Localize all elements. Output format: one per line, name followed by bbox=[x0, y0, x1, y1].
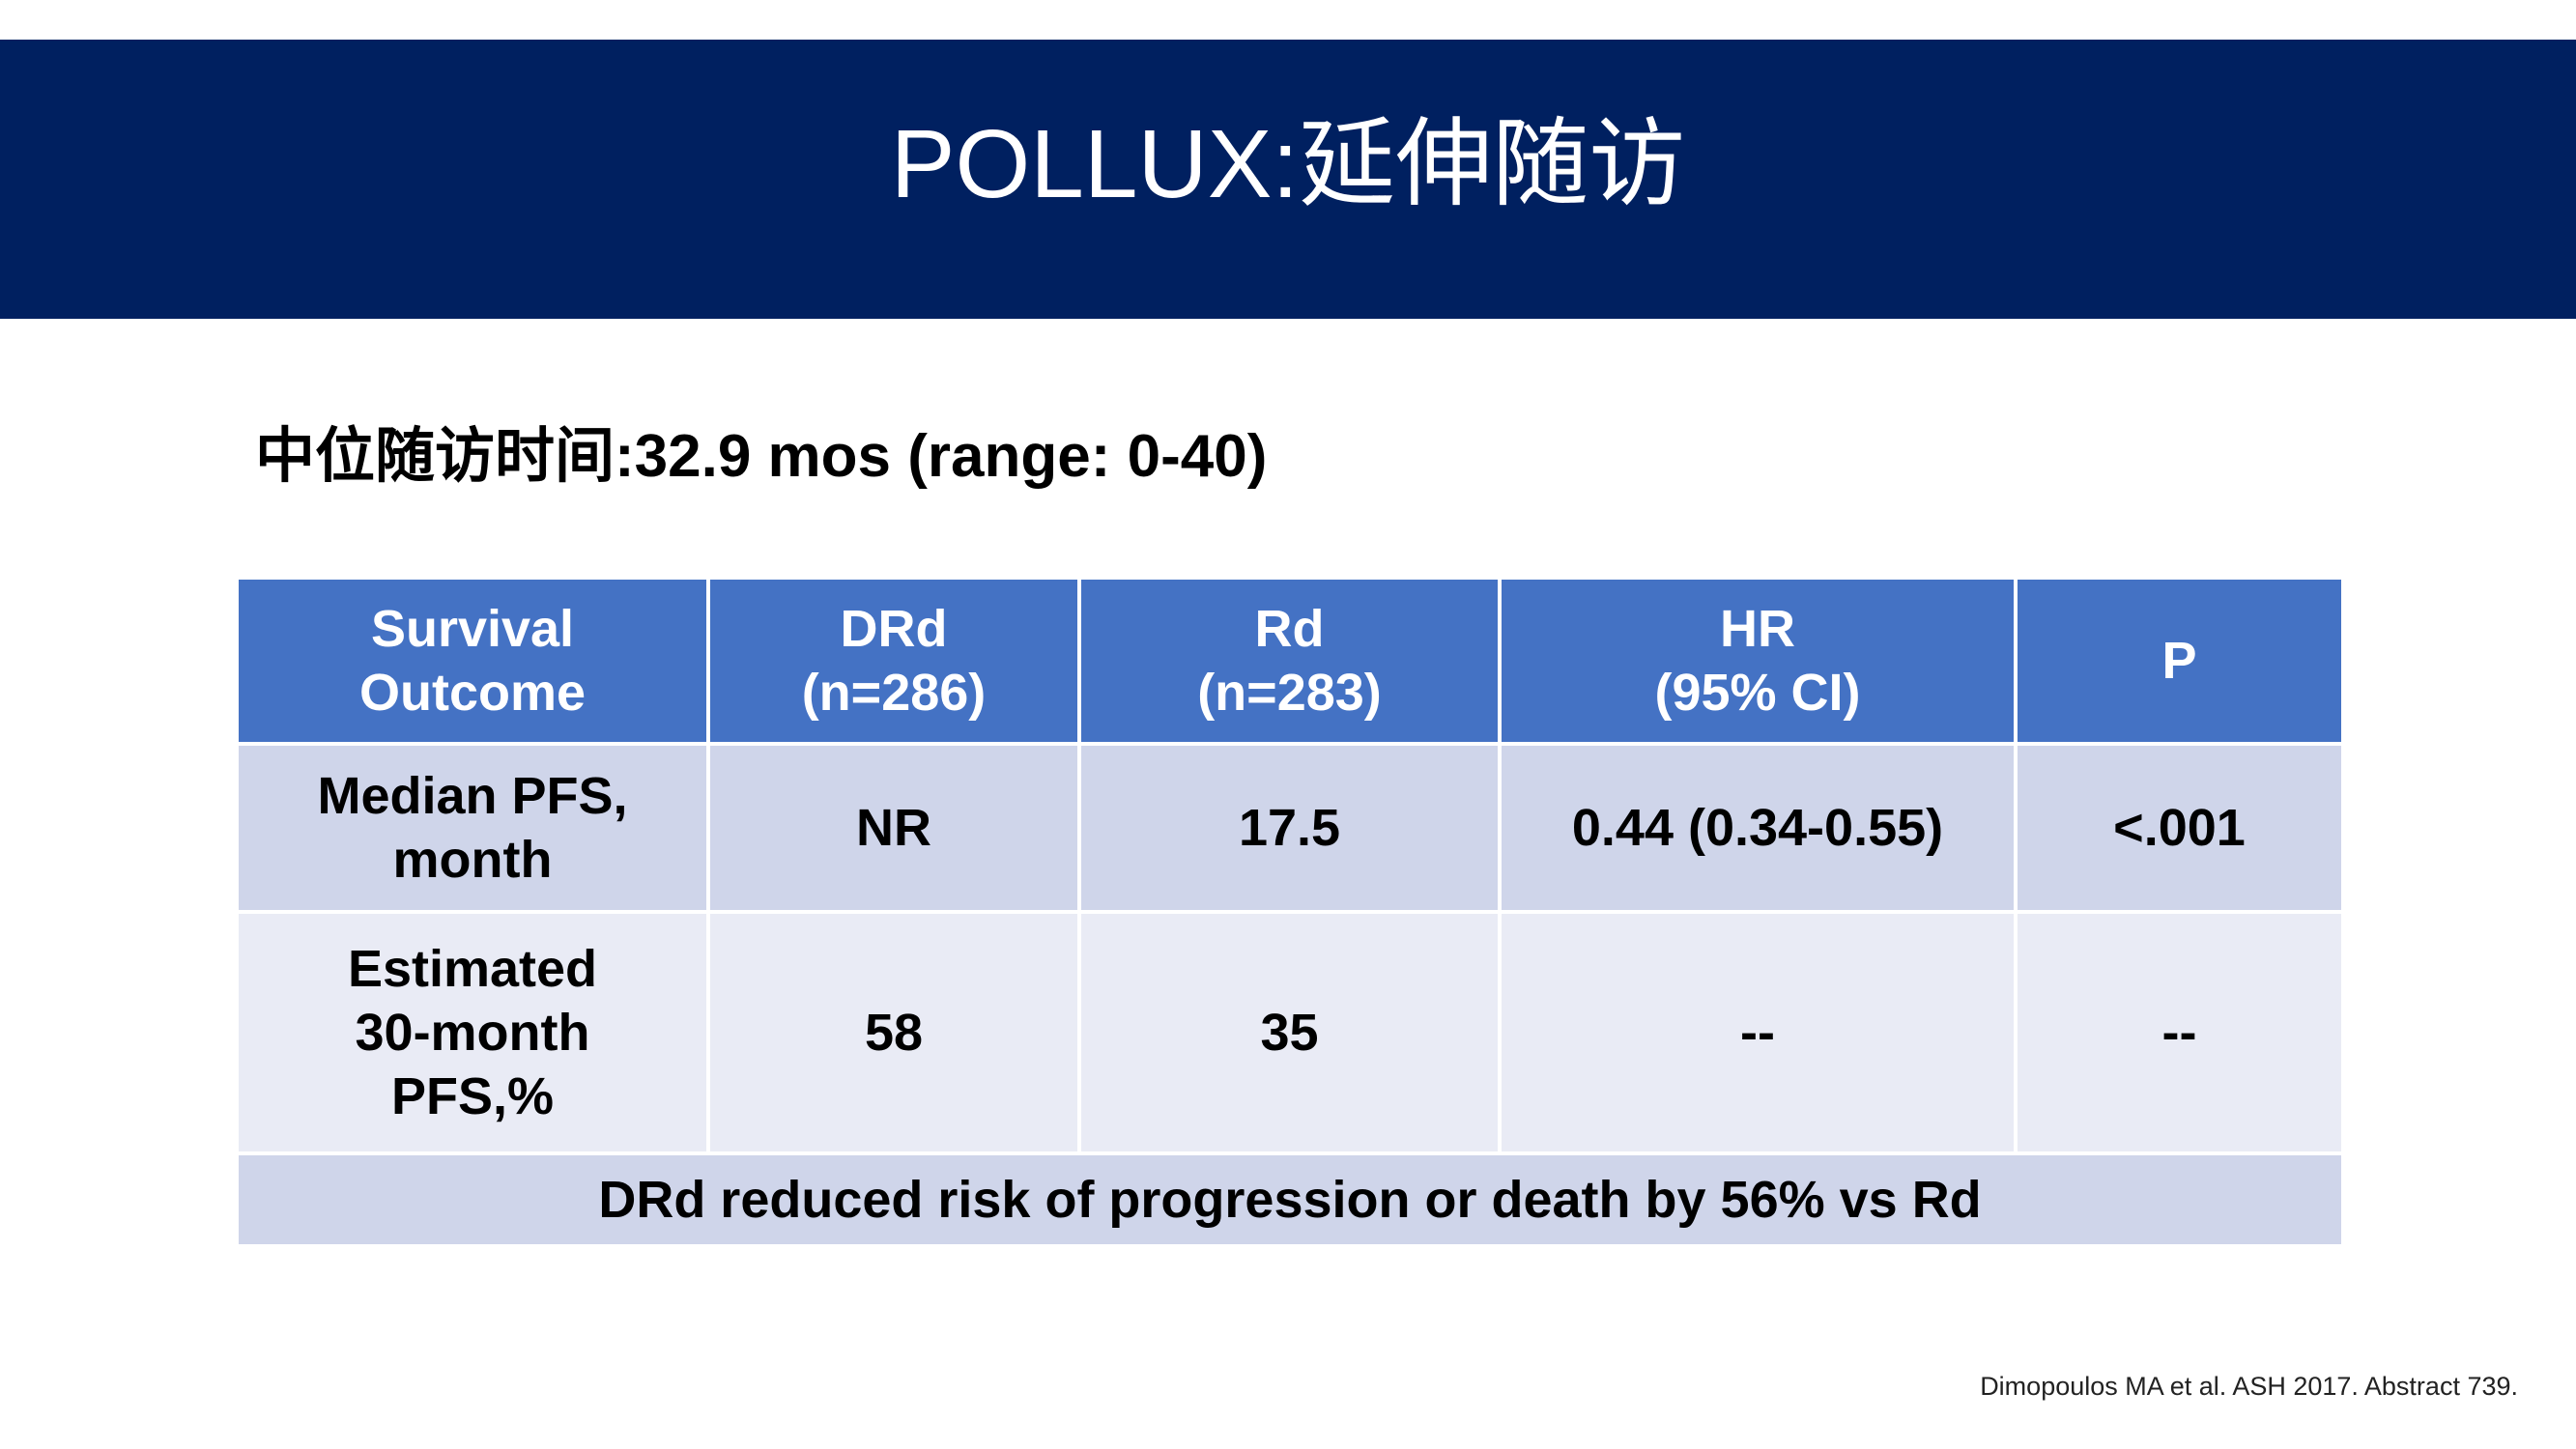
header-row: Survival Outcome DRd (n=286) Rd (n=283) HR … bbox=[235, 576, 2345, 746]
table-row: Median PFS, month NR 17.5 0.44 (0.34-0.55) <… bbox=[235, 742, 2345, 914]
slide-title: POLLUX:延伸随访 bbox=[890, 110, 1686, 218]
column-header: P bbox=[2014, 576, 2345, 746]
footer-cell: DRd reduced risk of progression or death… bbox=[235, 1151, 2345, 1248]
results-table: Survival Outcome DRd (n=286) Rd (n=283) HR … bbox=[235, 576, 2345, 1248]
footer-row: DRd reduced risk of progression or death… bbox=[235, 1151, 2345, 1248]
column-header: Survival Outcome bbox=[235, 576, 710, 746]
row-header: Estimated 30-month PFS,% bbox=[235, 910, 710, 1155]
table-cell: NR bbox=[706, 742, 1081, 914]
table-cell: 58 bbox=[706, 910, 1081, 1155]
table-cell: 0.44 (0.34-0.55) bbox=[1498, 742, 2018, 914]
citation: Dimopoulos MA et al. ASH 2017. Abstract … bbox=[1980, 1372, 2518, 1401]
table-cell: -- bbox=[1498, 910, 2018, 1155]
table-row: Estimated 30-month PFS,% 58 35 -- -- bbox=[235, 910, 2345, 1155]
header-band bbox=[0, 40, 2576, 319]
column-header: HR (95% CI) bbox=[1498, 576, 2018, 746]
table-cell: <.001 bbox=[2014, 742, 2345, 914]
table-cell: 17.5 bbox=[1077, 742, 1502, 914]
subtitle: 中位随访时间:32.9 mos (range: 0-40) bbox=[255, 423, 1268, 490]
row-header: Median PFS, month bbox=[235, 742, 710, 914]
column-header: DRd (n=286) bbox=[706, 576, 1081, 746]
table-cell: -- bbox=[2014, 910, 2345, 1155]
table-cell: 35 bbox=[1077, 910, 1502, 1155]
column-header: Rd (n=283) bbox=[1077, 576, 1502, 746]
